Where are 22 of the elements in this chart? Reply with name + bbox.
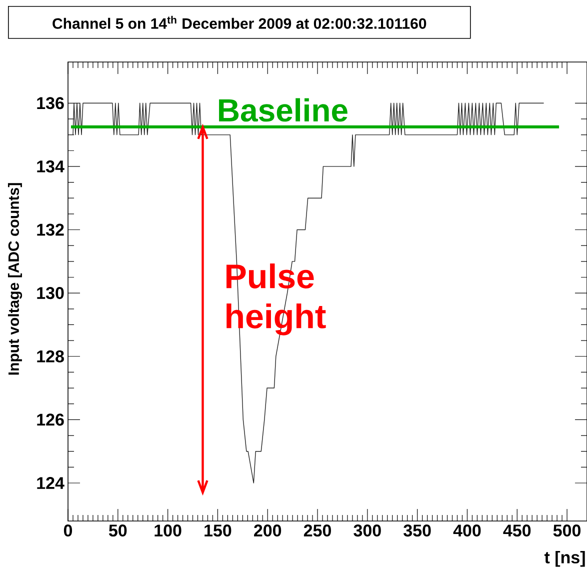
x-tick-label: 50 xyxy=(108,524,127,537)
y-tick-label: 134 xyxy=(37,160,64,172)
x-axis-title: t [ns] xyxy=(544,550,585,567)
y-tick-label: 136 xyxy=(37,97,64,110)
x-tick-label: 100 xyxy=(154,524,182,537)
x-tick-label: 150 xyxy=(204,524,232,537)
x-tick-label: 350 xyxy=(404,524,431,537)
y-tick-label: 130 xyxy=(37,287,64,300)
x-tick-label: 300 xyxy=(354,524,381,537)
x-tick-label: 250 xyxy=(304,524,331,537)
y-axis-title: Input voltage [ADC counts] xyxy=(8,183,22,375)
x-tick-label: 450 xyxy=(503,524,531,537)
ref-line-label: Baseline xyxy=(219,98,348,122)
x-tick-label: 400 xyxy=(453,524,481,537)
x-tick-label: 500 xyxy=(553,524,581,537)
y-tick-label: 128 xyxy=(37,350,64,362)
x-tick-label: 0 xyxy=(64,524,72,537)
x-tick-label: 200 xyxy=(254,524,282,537)
y-tick-label: 132 xyxy=(37,224,64,236)
y-tick-label: 126 xyxy=(37,414,64,426)
y-tick-label: 124 xyxy=(37,477,64,489)
chart-title: Channel 5 on 14$^{th}$ December 2009 at 02:00:32.101160 xyxy=(52,16,426,29)
